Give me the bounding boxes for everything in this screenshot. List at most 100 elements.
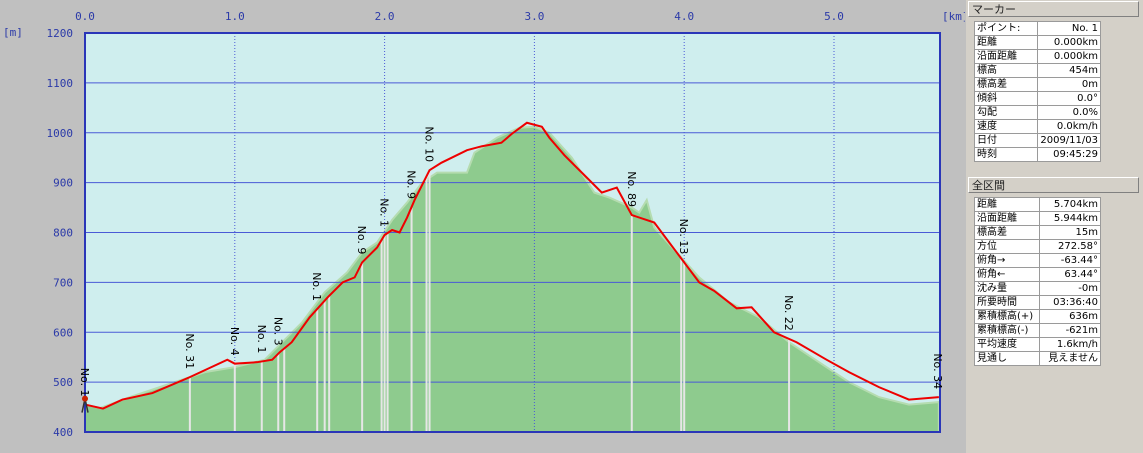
total-info-row: 所要時間 03:36:40 xyxy=(974,295,1101,310)
total-section-title: 全区間 xyxy=(968,177,1139,193)
total-info-value: -0m xyxy=(1039,281,1101,296)
marker-info-value: No. 1 xyxy=(1037,21,1101,36)
total-info-value: 見えません xyxy=(1039,351,1101,366)
total-info-value: 636m xyxy=(1039,309,1101,324)
waypoint-label[interactable]: No. 31 xyxy=(183,333,196,369)
marker-info-value: 0m xyxy=(1037,77,1101,92)
waypoint-label[interactable]: No. 34 xyxy=(931,353,944,389)
total-info-label: 所要時間 xyxy=(974,295,1040,310)
elevation-profile-chart[interactable]: 0.0 1.0 2.0 3.0 4.0 5.0 400 500 600 700 800 900 1000… xyxy=(0,0,965,453)
marker-info-table: ポイント: No. 1 距離 0.000km 沿面距離 0.000km 標高 454m 標高差 0… xyxy=(973,21,1101,162)
total-info-label: 沿面距離 xyxy=(974,211,1040,226)
marker-info-label: 距離 xyxy=(973,35,1039,50)
y-tick-label: 1000 xyxy=(47,127,74,140)
marker-info-value: 0.0% xyxy=(1037,105,1101,120)
total-info-value: 5.704km xyxy=(1039,197,1101,212)
start-pin-head-icon xyxy=(82,395,88,402)
total-info-label: 俯角→ xyxy=(974,253,1040,268)
total-info-label: 累積標高(-) xyxy=(974,323,1040,338)
y-tick-label: 1100 xyxy=(47,77,74,90)
x-tick-label: 4.0 xyxy=(674,10,694,23)
waypoint-label[interactable]: No. 1 xyxy=(78,368,91,397)
waypoint-label[interactable]: No. 1 xyxy=(378,198,391,227)
marker-info-label: 速度 xyxy=(973,119,1039,134)
plot-frame xyxy=(84,32,941,433)
marker-info-label: 日付 xyxy=(973,133,1039,148)
total-info-label: 平均速度 xyxy=(974,337,1040,352)
total-info-value: 63.44° xyxy=(1039,267,1101,282)
marker-info-value: 0.000km xyxy=(1037,49,1101,64)
total-info-value: 5.944km xyxy=(1039,211,1101,226)
marker-info-value: 454m xyxy=(1037,63,1101,78)
waypoint-label[interactable]: No. 1 xyxy=(310,272,323,301)
marker-info-label: 傾斜 xyxy=(973,91,1039,106)
total-info-label: 見通し xyxy=(974,351,1040,366)
x-tick-label: 1.0 xyxy=(225,10,245,23)
waypoint-label[interactable]: No. 89 xyxy=(625,171,638,207)
marker-info-label: 勾配 xyxy=(973,105,1039,120)
marker-info-row: 標高差 0m xyxy=(973,77,1101,92)
total-info-value: -621m xyxy=(1039,323,1101,338)
marker-info-row: 速度 0.0km/h xyxy=(973,119,1101,134)
marker-info-label: ポイント: xyxy=(973,21,1039,36)
total-info-value: 1.6km/h xyxy=(1039,337,1101,352)
total-info-label: 累積標高(+) xyxy=(974,309,1040,324)
total-info-table: 距離 5.704km 沿面距離 5.944km 標高差 15m 方位 272.58° 俯角→ -6… xyxy=(974,197,1101,366)
waypoint-label[interactable]: No. 3 xyxy=(271,317,284,346)
total-info-label: 沈み量 xyxy=(974,281,1040,296)
info-side-panel: マーカー ポイント: No. 1 距離 0.000km 沿面距離 0.000km 標高 454… xyxy=(966,0,1143,453)
marker-info-value: 09:45:29 xyxy=(1037,147,1101,162)
marker-info-row: 距離 0.000km xyxy=(973,35,1101,50)
marker-info-row: ポイント: No. 1 xyxy=(973,21,1101,36)
marker-info-row: 日付 2009/11/03 xyxy=(973,133,1101,148)
x-axis-unit-label: [km] xyxy=(942,10,965,23)
marker-info-value: 0.0km/h xyxy=(1037,119,1101,134)
total-info-value: -63.44° xyxy=(1039,253,1101,268)
total-info-row: 累積標高(-) -621m xyxy=(974,323,1101,338)
marker-info-label: 時刻 xyxy=(973,147,1039,162)
total-info-row: 標高差 15m xyxy=(974,225,1101,240)
total-info-row: 平均速度 1.6km/h xyxy=(974,337,1101,352)
marker-info-label: 標高 xyxy=(973,63,1039,78)
waypoint-label[interactable]: No. 9 xyxy=(405,170,418,199)
waypoint-label[interactable]: No. 10 xyxy=(423,126,436,162)
y-axis-unit-label: [m] xyxy=(3,26,23,39)
marker-info-row: 沿面距離 0.000km xyxy=(973,49,1101,64)
marker-section-title: マーカー xyxy=(968,1,1139,17)
x-tick-label: 5.0 xyxy=(824,10,844,23)
waypoint-label[interactable]: No. 13 xyxy=(677,219,690,255)
x-tick-label: 2.0 xyxy=(375,10,395,23)
waypoint-label[interactable]: No. 9 xyxy=(355,226,368,255)
total-info-row: 沈み量 -0m xyxy=(974,281,1101,296)
total-info-label: 俯角← xyxy=(974,267,1040,282)
elevation-profile-svg[interactable]: 0.0 1.0 2.0 3.0 4.0 5.0 400 500 600 700 800 900 1000… xyxy=(0,0,965,453)
y-tick-label: 400 xyxy=(53,426,73,439)
marker-info-value: 0.000km xyxy=(1037,35,1101,50)
total-info-value: 15m xyxy=(1039,225,1101,240)
total-info-label: 標高差 xyxy=(974,225,1040,240)
marker-info-label: 沿面距離 xyxy=(973,49,1039,64)
y-tick-label: 700 xyxy=(53,276,73,289)
y-tick-label: 900 xyxy=(53,177,73,190)
total-info-row: 俯角← 63.44° xyxy=(974,267,1101,282)
marker-info-row: 勾配 0.0% xyxy=(973,105,1101,120)
waypoint-label[interactable]: No. 4 xyxy=(228,327,241,356)
waypoint-label[interactable]: No. 22 xyxy=(782,295,795,331)
total-info-row: 累積標高(+) 636m xyxy=(974,309,1101,324)
y-tick-label: 500 xyxy=(53,376,73,389)
y-tick-label: 600 xyxy=(53,326,73,339)
total-info-label: 距離 xyxy=(974,197,1040,212)
marker-info-label: 標高差 xyxy=(973,77,1039,92)
marker-info-row: 時刻 09:45:29 xyxy=(973,147,1101,162)
total-info-row: 俯角→ -63.44° xyxy=(974,253,1101,268)
y-tick-label: 1200 xyxy=(47,27,74,40)
total-info-row: 見通し 見えません xyxy=(974,351,1101,366)
marker-info-value: 2009/11/03 xyxy=(1037,133,1101,148)
waypoint-label[interactable]: No. 1 xyxy=(255,325,268,354)
total-info-row: 方位 272.58° xyxy=(974,239,1101,254)
total-info-value: 272.58° xyxy=(1039,239,1101,254)
total-info-row: 距離 5.704km xyxy=(974,197,1101,212)
x-tick-label: 0.0 xyxy=(75,10,95,23)
x-tick-label: 3.0 xyxy=(524,10,544,23)
route-line[interactable] xyxy=(84,121,939,410)
